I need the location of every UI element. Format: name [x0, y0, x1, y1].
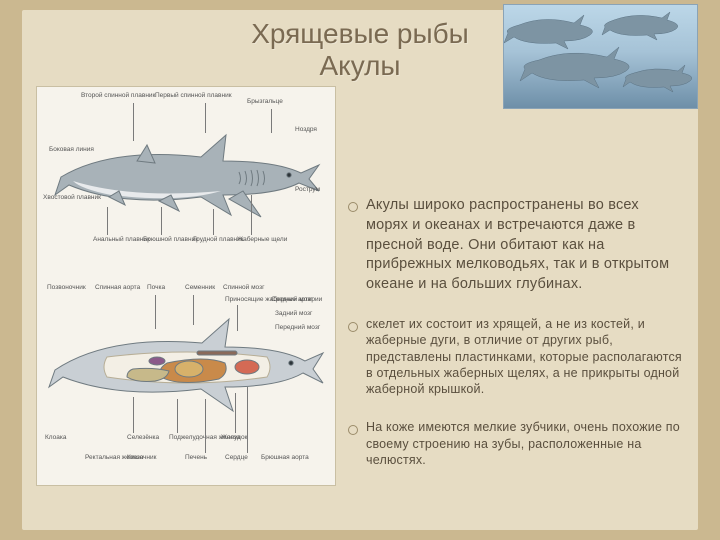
lbl-intestine: Кишечник	[127, 455, 156, 462]
leader	[161, 207, 162, 235]
lbl-spiracle: Брызгальце	[247, 99, 283, 106]
lbl-heart: Сердце	[225, 455, 248, 462]
lbl-kidney: Почка	[147, 285, 165, 292]
lbl-midbrain: Средний мозг	[271, 297, 313, 304]
lbl-cloaca: Клоака	[45, 435, 66, 442]
leader	[107, 207, 108, 235]
bullet-2: скелет их состоит из хрящей, а не из кос…	[348, 316, 684, 397]
lbl-lateral: Боковая линия	[49, 147, 94, 154]
leader	[251, 195, 252, 235]
leader	[155, 295, 156, 329]
slide: Хрящевые рыбы Акулы	[22, 10, 698, 530]
title-line-1: Хрящевые рыбы	[251, 18, 469, 49]
right-column: Акулы широко распространены во всех моря…	[348, 86, 684, 490]
title-line-2: Акулы	[319, 50, 400, 81]
leader	[205, 399, 206, 453]
species-thumb-art	[504, 5, 699, 110]
lbl-medulla: Задний мозг	[275, 311, 312, 318]
content-row: Второй спинной плавник Первый спинной пл…	[36, 86, 684, 490]
shark-external-svg	[51, 129, 321, 224]
lbl-anal: Анальный плавник	[93, 237, 150, 244]
leader	[247, 387, 248, 453]
lbl-liver: Печень	[185, 455, 207, 462]
leader	[235, 393, 236, 433]
left-column: Второй спинной плавник Первый спинной пл…	[36, 86, 336, 490]
lbl-nostril: Ноздря	[295, 127, 317, 134]
leader	[237, 305, 238, 331]
lbl-rostrum: Рострум	[295, 187, 320, 194]
leader	[213, 209, 214, 235]
leader	[271, 109, 272, 133]
lbl-dorsal2: Второй спинной плавник	[81, 93, 155, 100]
leader	[205, 103, 206, 133]
species-thumbnail	[503, 4, 698, 109]
shark-external	[51, 129, 321, 224]
lbl-gills: Жаберные щели	[237, 237, 287, 244]
lbl-dorsal1: Первый спинной плавник	[155, 93, 232, 100]
lbl-gonad: Семенник	[185, 285, 215, 292]
lbl-brain: Передний мозг	[275, 325, 320, 332]
bullet-list: Акулы широко распространены во всех моря…	[348, 196, 684, 468]
lbl-pelvic: Брюшной плавник	[143, 237, 198, 244]
bullet-3: На коже имеются мелкие зубчики, очень по…	[348, 419, 684, 468]
anatomy-diagram: Второй спинной плавник Первый спинной пл…	[36, 86, 336, 486]
leader	[193, 295, 194, 325]
leader	[133, 397, 134, 433]
lbl-spine: Позвоночник	[47, 285, 86, 292]
leader	[177, 399, 178, 433]
lbl-spleen: Селезёнка	[127, 435, 159, 442]
lbl-caudal: Хвостовой плавник	[43, 195, 101, 202]
lbl-aorta-d: Спинная аорта	[95, 285, 140, 292]
lbl-aorta-v: Брюшная аорта	[261, 455, 309, 462]
lbl-stomach: Желудок	[221, 435, 247, 442]
lbl-spinal: Спинной мозг	[223, 285, 264, 292]
leader	[133, 103, 134, 141]
bullet-1: Акулы широко распространены во всех моря…	[348, 196, 684, 294]
